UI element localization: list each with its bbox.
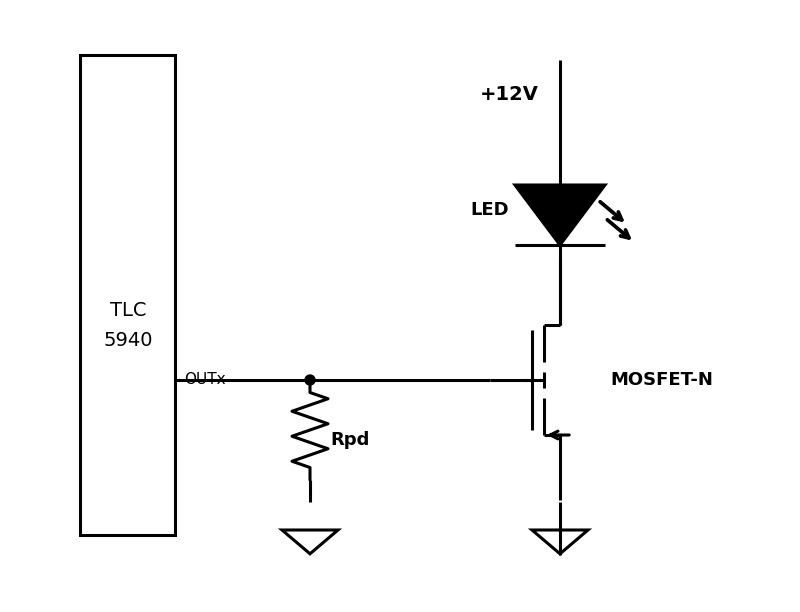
Circle shape [305, 375, 315, 385]
Text: 5940: 5940 [103, 330, 153, 349]
Bar [80, 55, 175, 535]
Text: Rpd: Rpd [330, 431, 370, 449]
Text: OUTx: OUTx [184, 373, 226, 387]
Text: LED: LED [470, 201, 509, 219]
Polygon shape [532, 530, 588, 554]
Text: TLC: TLC [110, 300, 146, 319]
Text: +12V: +12V [480, 86, 539, 105]
Polygon shape [282, 530, 338, 554]
Text: MOSFET-N: MOSFET-N [610, 371, 713, 389]
Polygon shape [515, 185, 605, 245]
